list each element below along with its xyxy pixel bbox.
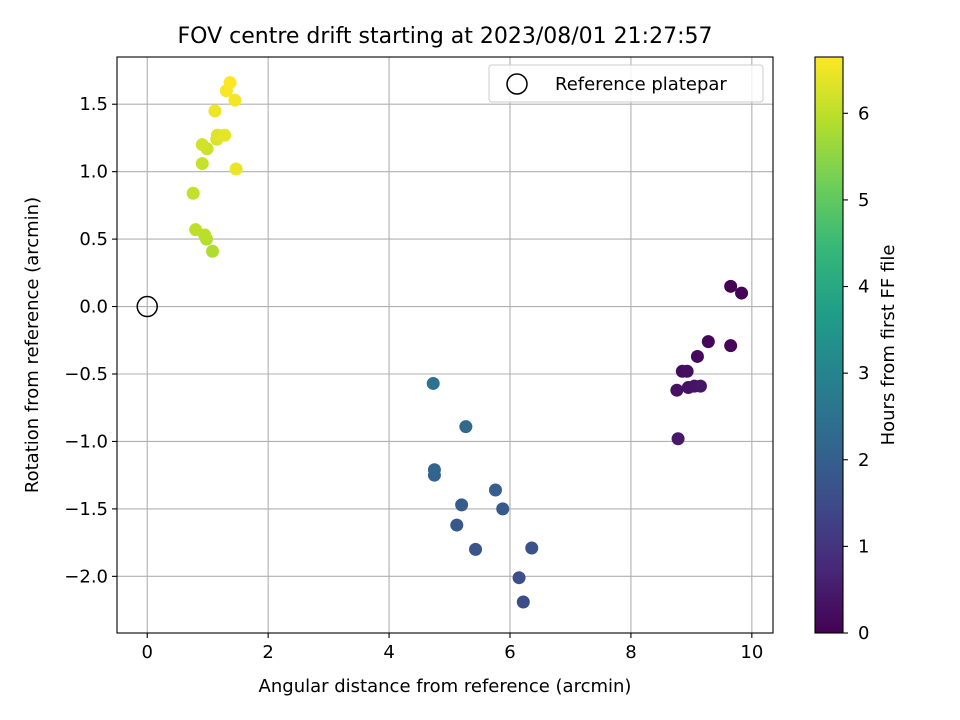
- data-point: [690, 349, 704, 363]
- legend-reference-marker: [506, 73, 528, 95]
- plot-frame: [116, 56, 774, 634]
- reference-marker: [136, 295, 158, 318]
- data-point: [223, 76, 237, 90]
- data-point: [186, 186, 200, 200]
- colorbar: [814, 56, 844, 634]
- data-point: [724, 339, 738, 353]
- legend: Reference platepar: [488, 64, 764, 103]
- x-axis: 0 2 4 6 8 10: [142, 633, 763, 663]
- data-point: [455, 498, 469, 512]
- grid: [117, 57, 773, 633]
- data-point: [469, 542, 483, 556]
- data-point: [426, 376, 440, 390]
- colorbar-tick-label: 0: [858, 623, 869, 644]
- x-tick-label: 6: [504, 642, 515, 663]
- y-tick-label: −1.5: [64, 499, 108, 520]
- data-point: [189, 223, 203, 237]
- data-point: [195, 138, 209, 152]
- data-point: [671, 432, 685, 446]
- data-point: [427, 463, 441, 477]
- colorbar-tick-label: 6: [858, 103, 869, 124]
- data-point: [218, 128, 232, 142]
- colorbar-tick-label: 1: [858, 536, 869, 557]
- data-points: [186, 76, 749, 609]
- data-point: [450, 518, 464, 532]
- data-point: [735, 286, 749, 300]
- data-point: [208, 104, 222, 118]
- x-axis-label: Angular distance from reference (arcmin): [259, 676, 632, 697]
- x-tick-label: 2: [262, 642, 273, 663]
- data-point: [228, 93, 242, 107]
- y-tick-label: 1.5: [79, 94, 108, 115]
- colorbar-tick-label: 5: [858, 190, 869, 211]
- reference-point: [136, 295, 158, 318]
- y-tick-label: 0.0: [79, 297, 108, 318]
- data-point: [724, 279, 738, 293]
- y-axis: −2.0 −1.5 −1.0 −0.5 0.0 0.5 1.0 1.5: [64, 94, 117, 587]
- y-tick-label: −2.0: [64, 566, 108, 587]
- x-tick-label: 0: [142, 642, 153, 663]
- data-point: [459, 420, 473, 434]
- data-point: [680, 364, 694, 378]
- legend-label-reference: Reference platepar: [555, 74, 727, 95]
- legend-box: [488, 64, 764, 103]
- data-point: [229, 162, 243, 176]
- x-tick-label: 8: [625, 642, 636, 663]
- x-tick-label: 4: [383, 642, 394, 663]
- data-point: [496, 502, 510, 516]
- y-tick-label: 1.0: [79, 162, 108, 183]
- colorbar-tick-label: 2: [858, 450, 869, 471]
- data-point: [206, 244, 220, 258]
- colorbar-axis: 0 1 2 3 4 5 6: [843, 103, 869, 644]
- y-tick-label: 0.5: [79, 229, 108, 250]
- data-point: [670, 383, 684, 397]
- data-point: [512, 571, 526, 585]
- y-tick-label: −1.0: [64, 431, 108, 452]
- data-point: [195, 157, 209, 171]
- colorbar-label: Hours from first FF file: [878, 245, 899, 446]
- data-point: [693, 379, 707, 393]
- data-point: [525, 541, 539, 555]
- data-point: [516, 595, 530, 609]
- data-point: [488, 483, 502, 497]
- data-point: [701, 335, 715, 349]
- chart-title: FOV centre drift starting at 2023/08/01 …: [178, 24, 713, 49]
- y-axis-label: Rotation from reference (arcmin): [22, 197, 43, 493]
- y-tick-label: −0.5: [64, 364, 108, 385]
- x-tick-label: 10: [740, 642, 763, 663]
- colorbar-tick-label: 4: [858, 277, 869, 298]
- colorbar-tick-label: 3: [858, 363, 869, 384]
